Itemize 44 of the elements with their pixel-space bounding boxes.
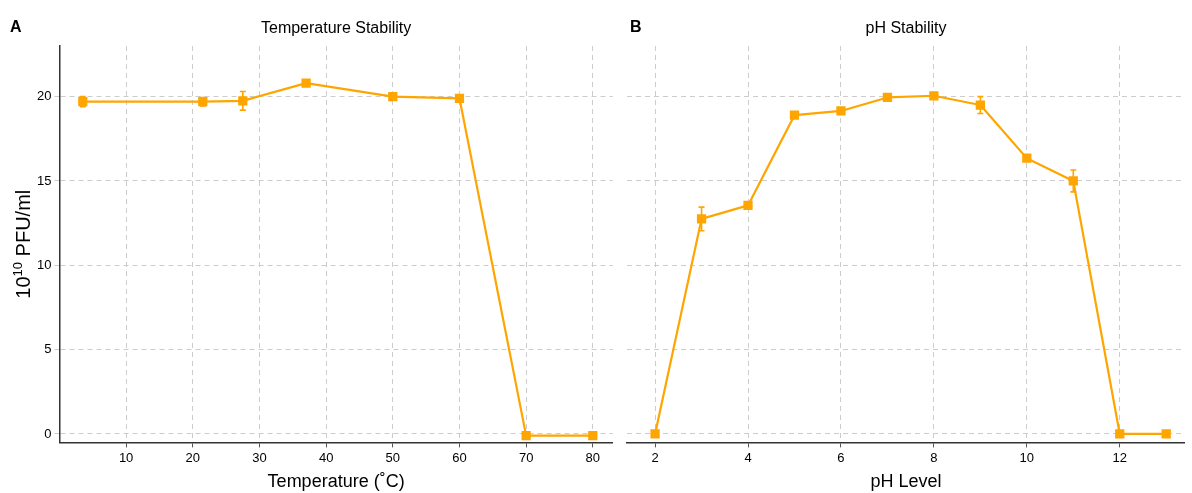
point bbox=[521, 431, 531, 441]
y-tick-label: 5 bbox=[44, 341, 52, 357]
x-axis-title: pH Level bbox=[870, 471, 942, 491]
point bbox=[882, 92, 893, 103]
chart-title: pH Stability bbox=[865, 19, 947, 36]
x-tick-label: 70 bbox=[518, 449, 534, 465]
y-tick-label: 15 bbox=[36, 172, 52, 188]
point bbox=[1068, 176, 1078, 186]
point bbox=[975, 100, 985, 110]
x-tick-label: 12 bbox=[1112, 449, 1127, 465]
chart-title: Temperature Stability bbox=[260, 19, 412, 36]
x-tick-label: 6 bbox=[837, 449, 845, 465]
y-tick-label: 0 bbox=[44, 425, 52, 441]
point bbox=[301, 78, 311, 88]
point bbox=[388, 91, 398, 102]
y-tick-label: 20 bbox=[36, 88, 52, 104]
point bbox=[789, 110, 800, 120]
y-tick-label: 10 bbox=[36, 256, 52, 272]
point bbox=[1161, 429, 1171, 439]
x-tick-label: 20 bbox=[185, 449, 201, 465]
point bbox=[650, 429, 660, 439]
x-tick-label: 40 bbox=[318, 449, 334, 465]
x-tick-label: 60 bbox=[452, 449, 467, 465]
x-tick-label: 10 bbox=[118, 449, 134, 465]
point bbox=[454, 93, 465, 103]
x-tick-label: 8 bbox=[930, 449, 938, 465]
x-tick-label: 50 bbox=[385, 449, 401, 465]
x-tick-label: 4 bbox=[744, 449, 752, 465]
y-axis-title: 1010 PFU/ml bbox=[10, 189, 34, 299]
point bbox=[743, 200, 753, 211]
point bbox=[1115, 429, 1125, 439]
point bbox=[588, 431, 598, 441]
x-tick-label: 2 bbox=[651, 449, 659, 465]
point bbox=[836, 106, 846, 116]
point bbox=[238, 96, 248, 106]
point bbox=[929, 91, 939, 101]
x-tick-label: 80 bbox=[585, 449, 601, 465]
x-axis-title: Temperature (˚C) bbox=[267, 471, 405, 491]
point bbox=[696, 214, 707, 224]
x-tick-label: 30 bbox=[252, 449, 267, 465]
point bbox=[1022, 153, 1032, 163]
x-tick-label: 10 bbox=[1019, 449, 1035, 465]
text: A bbox=[10, 18, 22, 35]
text: B bbox=[630, 18, 642, 35]
